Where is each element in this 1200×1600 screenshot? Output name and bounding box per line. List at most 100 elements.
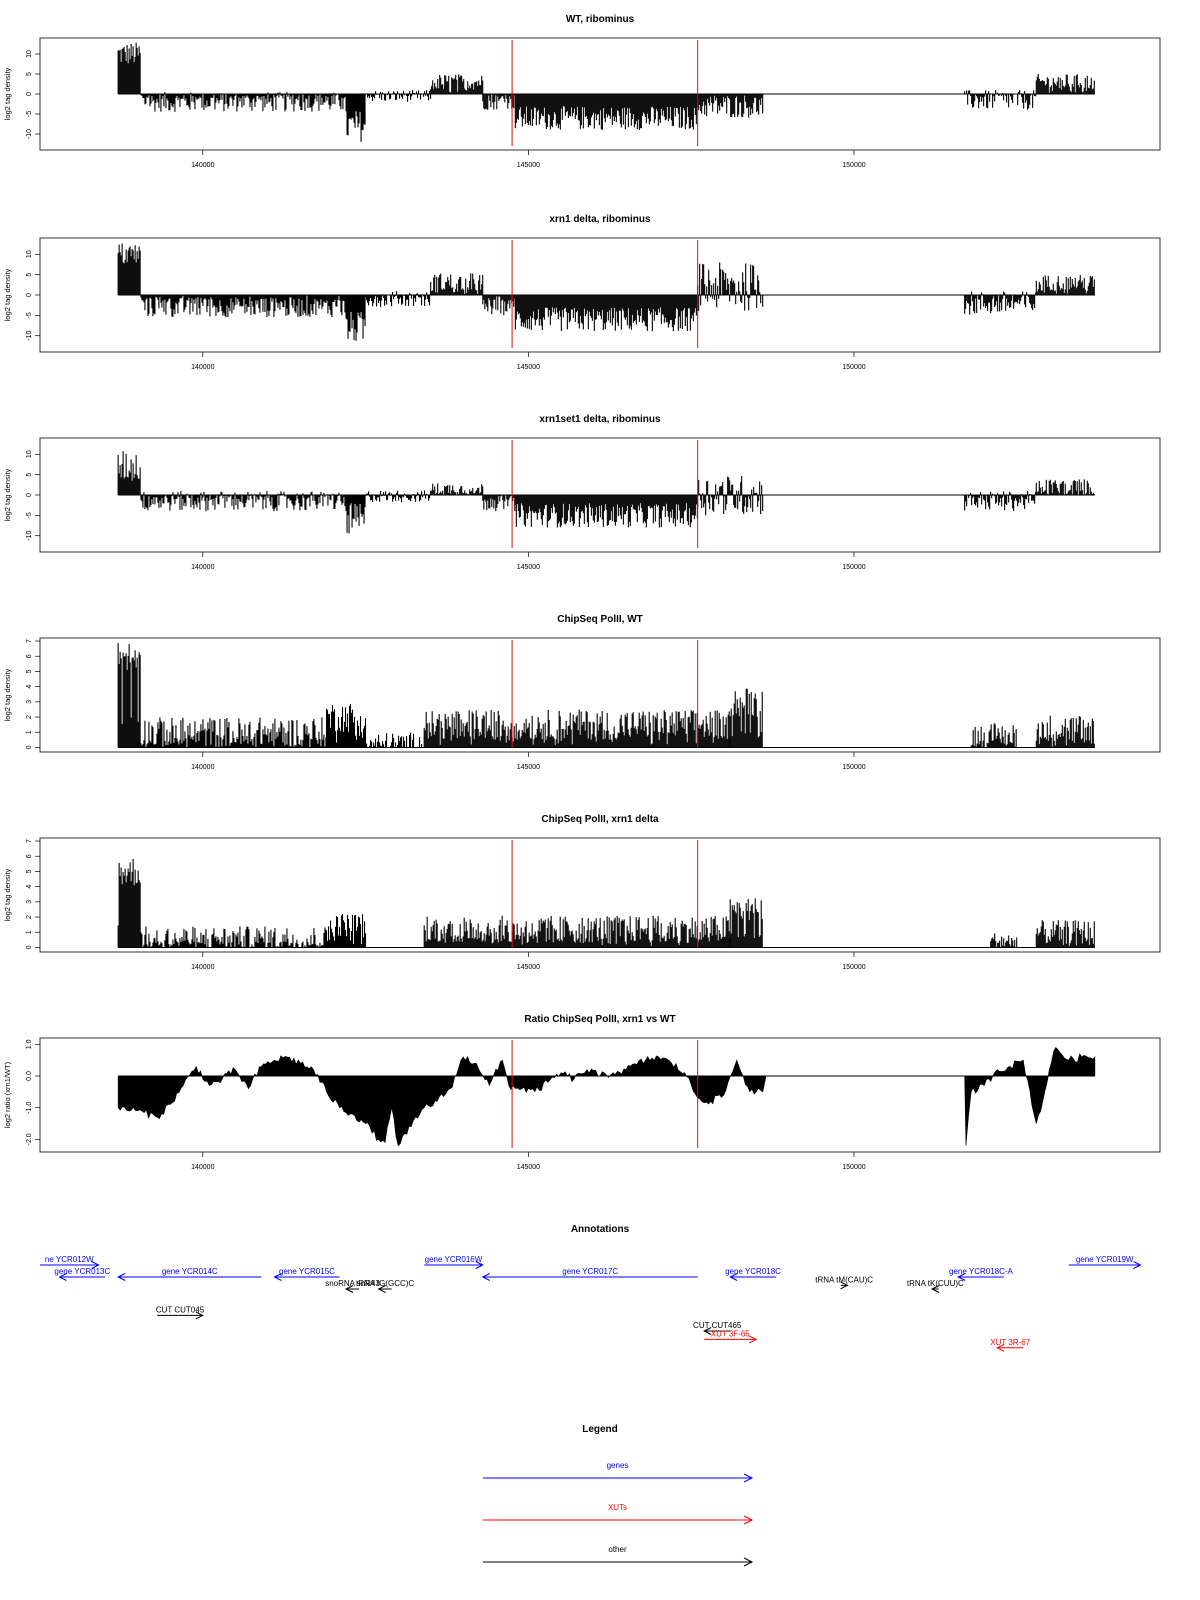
legend-panel: Legend genes XUTs other <box>483 1424 754 1567</box>
annotation-label: CUT CUT045 <box>156 1305 205 1314</box>
annotation-gene-ycr018c: gene YCR018C <box>725 1267 781 1281</box>
annotation-arrowhead <box>377 1285 386 1293</box>
annotation-arrowhead <box>957 1273 966 1281</box>
data-bars <box>117 243 1095 341</box>
x-tick-label: 145000 <box>517 364 540 371</box>
annotation-label: gene YCR018C-A <box>949 1267 1014 1276</box>
y-tick-label: -5 <box>26 512 33 518</box>
annotation-gene-ycr019w: gene YCR019W <box>1068 1255 1142 1269</box>
annotation-arrowhead <box>703 1327 712 1335</box>
annotation-cut-cut045: CUT CUT045 <box>156 1305 205 1320</box>
data-bars <box>117 858 1095 948</box>
panel-title: ChipSeq PolII, WT <box>557 614 643 625</box>
y-tick-label: 0 <box>26 945 33 949</box>
x-tick-label: 150000 <box>842 364 865 371</box>
annotation-arrowhead <box>195 1311 204 1320</box>
annotation-gene-ycr017c: gene YCR017C <box>481 1267 698 1281</box>
data-bars <box>117 451 1095 534</box>
plot-frame <box>39 637 1161 753</box>
legend-item-xuts: XUTs <box>483 1503 754 1525</box>
annotation-arrowhead <box>481 1273 491 1281</box>
annotation-label: gene YCR016W <box>425 1255 483 1264</box>
annotation-label: gene YCR013C <box>54 1267 110 1276</box>
annotation-arrowhead <box>58 1273 67 1281</box>
y-axis-label: log2 tag density <box>3 868 12 921</box>
y-tick-label: 5 <box>26 473 33 477</box>
annotation-label: gene YCR017C <box>562 1267 618 1276</box>
y-tick-label: -10 <box>26 129 33 139</box>
annotation-trna-tg-gcc-c: tRNA tG(GCC)C <box>356 1279 414 1293</box>
annotation-arrowhead <box>117 1273 126 1281</box>
annotation-arrowhead <box>729 1273 738 1281</box>
y-axis-label: log2 tag density <box>3 268 12 321</box>
annotation-xut-3f-65: XUT 3F-65 <box>704 1329 758 1344</box>
y-tick-label: -10 <box>26 531 33 541</box>
y-axis-label: log2 tag density <box>3 668 12 721</box>
annotation-label: tRNA tM(CAU)C <box>815 1275 873 1284</box>
annotation-arrowhead <box>996 1343 1005 1352</box>
panel-title: xrn1 delta, ribominus <box>549 214 651 225</box>
y-tick-label: -10 <box>26 331 33 341</box>
y-tick-label: 4 <box>26 685 33 689</box>
x-tick-label: 145000 <box>517 964 540 971</box>
plot-frame <box>39 1037 1161 1153</box>
chart-panel-3: xrn1set1 delta, ribominus log2 tag densit… <box>3 414 1161 571</box>
y-tick-label: 2 <box>26 915 33 919</box>
annotation-arrowhead <box>273 1273 282 1281</box>
annotations-title: Annotations <box>571 1224 630 1235</box>
y-axis-label: log2 tag density <box>3 468 12 521</box>
y-tick-label: 0 <box>26 745 33 749</box>
x-tick-label: 150000 <box>842 964 865 971</box>
annotation-arrowhead <box>344 1285 354 1293</box>
y-tick-label: 1 <box>26 730 33 734</box>
y-tick-label: -5 <box>26 111 33 117</box>
x-tick-label: 145000 <box>517 564 540 571</box>
y-tick-label: 5 <box>26 72 33 76</box>
x-tick-label: 140000 <box>191 162 214 169</box>
legend-label: other <box>608 1545 627 1554</box>
annotation-gene-ycr018c-a: gene YCR018C-A <box>949 1267 1014 1281</box>
y-tick-label: 5 <box>26 273 33 277</box>
plot-frame <box>39 837 1161 953</box>
annotation-gene-ycr013c: gene YCR013C <box>54 1267 110 1281</box>
y-tick-label: 6 <box>26 654 33 658</box>
y-tick-label: -2.0 <box>26 1133 33 1145</box>
annotation-label: CUT CUT465 <box>693 1321 742 1330</box>
x-tick-label: 150000 <box>842 764 865 771</box>
y-tick-label: 3 <box>26 700 33 704</box>
annotation-trna-tm-cau-c: tRNA tM(CAU)C <box>815 1275 873 1290</box>
y-tick-label: 10 <box>26 450 33 458</box>
annotation-label: gene YCR019W <box>1076 1255 1134 1264</box>
chart-panel-1: WT, ribominus log2 tag density -10 -5 0 5 10 14… <box>3 14 1161 169</box>
annotation-snorna-snr43: snoRNA snR43 <box>325 1279 380 1293</box>
legend-item-other: other <box>483 1545 754 1567</box>
annotation-label: snoRNA snR43 <box>325 1279 380 1288</box>
annotation-xut-3r-67: XUT 3R-67 <box>990 1338 1031 1352</box>
annotation-label: tRNA tG(GCC)C <box>356 1279 414 1288</box>
legend-label: genes <box>607 1461 629 1470</box>
y-tick-label: 0.0 <box>26 1071 33 1081</box>
y-tick-label: 7 <box>26 839 33 843</box>
x-tick-label: 145000 <box>517 764 540 771</box>
annotation-arrowhead <box>749 1335 758 1344</box>
legend-arrowhead <box>743 1515 754 1525</box>
y-tick-label: 1.0 <box>26 1039 33 1049</box>
chart-panel-5: ChipSeq PolII, xrn1 delta log2 tag densit… <box>3 814 1161 971</box>
y-tick-label: 0 <box>26 493 33 497</box>
annotation-ne-ycr012w: ne YCR012W <box>40 1255 100 1269</box>
annotation-gene-ycr014c: gene YCR014C <box>117 1267 262 1281</box>
panel-title: xrn1set1 delta, ribominus <box>539 414 661 425</box>
chart-panel-2: xrn1 delta, ribominus log2 tag density -10… <box>3 214 1161 371</box>
x-tick-label: 150000 <box>842 162 865 169</box>
chart-panel-6: Ratio ChipSeq PolII, xrn1 vs WT log2 rati… <box>3 1014 1161 1171</box>
annotation-gene-ycr015c: gene YCR015C <box>273 1267 340 1281</box>
y-tick-label: 0 <box>26 293 33 297</box>
y-tick-label: 2 <box>26 715 33 719</box>
legend-item-genes: genes <box>483 1461 754 1483</box>
annotation-arrowhead <box>475 1261 484 1269</box>
legend-label: XUTs <box>608 1503 627 1512</box>
x-tick-label: 140000 <box>191 764 214 771</box>
y-tick-label: 5 <box>26 669 33 673</box>
x-tick-label: 150000 <box>842 564 865 571</box>
